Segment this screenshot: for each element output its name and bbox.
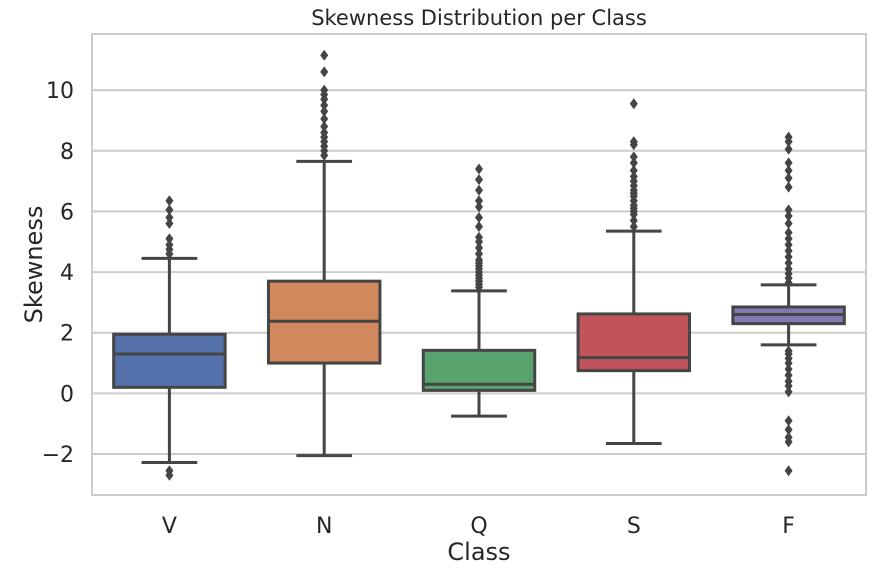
outlier-point: [320, 121, 329, 133]
outlier-point: [475, 184, 483, 196]
y-tick-label: −2: [42, 443, 74, 468]
outlier-point: [784, 369, 793, 381]
outlier-point: [784, 386, 793, 398]
outlier-point: [475, 242, 483, 254]
outlier-point: [784, 263, 793, 275]
outlier-point: [629, 157, 638, 169]
outlier-point: [320, 113, 329, 125]
outlier-point: [165, 469, 174, 481]
x-tick-label: N: [316, 514, 332, 539]
outlier-point: [475, 163, 483, 175]
outlier-point: [784, 143, 793, 155]
outlier-point: [165, 211, 174, 223]
outlier-point: [629, 164, 638, 176]
outlier-point: [165, 239, 174, 251]
outlier-point: [629, 98, 638, 110]
x-tick-label: V: [162, 514, 177, 539]
outlier-point: [475, 248, 483, 260]
outlier-point: [784, 251, 793, 263]
outlier-point: [784, 172, 793, 184]
outlier-point: [784, 415, 793, 427]
outlier-point: [475, 231, 483, 243]
outlier-point: [784, 131, 793, 143]
outlier-point: [784, 164, 793, 176]
y-axis-label: Skewness: [20, 206, 48, 324]
y-tick-label: 0: [60, 382, 74, 407]
outlier-point: [475, 254, 483, 266]
box-s: [576, 98, 692, 445]
outlier-point: [629, 151, 638, 163]
chart-title: Skewness Distribution per Class: [311, 6, 647, 30]
iqr-box: [112, 332, 227, 389]
outlier-point: [320, 66, 329, 78]
y-tick-label: 8: [60, 140, 74, 165]
outlier-point: [784, 375, 793, 387]
x-tick-label: F: [782, 514, 795, 539]
outlier-point: [475, 201, 483, 213]
outlier-point: [784, 157, 793, 169]
outlier-point: [784, 239, 793, 251]
outlier-point: [784, 257, 793, 269]
outlier-point: [784, 233, 793, 245]
outlier-point: [165, 204, 174, 216]
box-plot-series: [112, 49, 846, 481]
outlier-point: [165, 195, 174, 207]
outlier-point: [784, 465, 793, 477]
outlier-point: [320, 105, 329, 117]
outlier-point: [784, 218, 793, 230]
outlier-point: [629, 221, 638, 233]
y-tick-label: 10: [46, 79, 74, 104]
outlier-point: [320, 127, 329, 139]
plot-frame: [91, 33, 867, 496]
box-n: [266, 49, 382, 458]
outlier-point: [784, 431, 793, 443]
outlier-point: [165, 233, 174, 245]
x-axis-label: Class: [447, 538, 510, 566]
y-tick-label: 6: [60, 200, 74, 225]
outlier-point: [629, 171, 638, 183]
outlier-point: [475, 174, 483, 186]
outlier-point: [784, 245, 793, 257]
outlier-point: [475, 211, 483, 223]
outlier-point: [629, 136, 638, 148]
outlier-point: [784, 424, 793, 436]
outlier-point: [165, 218, 174, 230]
outlier-point: [320, 84, 329, 96]
outlier-point: [475, 221, 483, 233]
outlier-point: [784, 363, 793, 375]
outlier-point: [784, 204, 793, 216]
box-f: [731, 131, 846, 477]
outlier-point: [784, 181, 793, 193]
outlier-point: [784, 210, 793, 222]
outlier-point: [320, 99, 329, 111]
box-v: [112, 195, 227, 481]
outlier-point: [629, 215, 638, 227]
y-tick-label: 2: [60, 322, 74, 347]
outlier-point: [784, 227, 793, 239]
outlier-point: [475, 195, 483, 207]
outlier-point: [320, 49, 329, 61]
outlier-point: [784, 345, 793, 357]
box-q: [421, 163, 537, 418]
iqr-box: [576, 312, 692, 373]
x-tick-label: Q: [470, 514, 487, 539]
y-axis-ticks: −2 0 2 4 6 8 10: [42, 79, 74, 468]
y-tick-label: 4: [60, 261, 74, 286]
x-tick-label: S: [627, 514, 641, 539]
